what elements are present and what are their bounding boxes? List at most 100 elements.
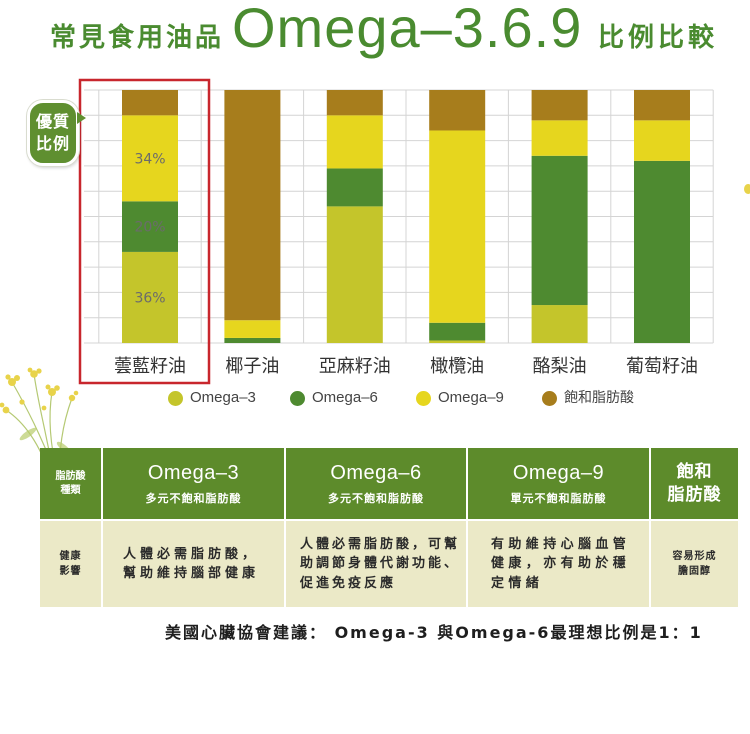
legend-item-omega-6: Omega–6 — [290, 389, 378, 407]
table-header-omega-3: Omega–3 多元不飽和脂肪酸 — [103, 448, 284, 519]
category-label: 橄欖油 — [430, 356, 484, 377]
header-subtitle: 單元不飽和脂肪酸 — [510, 492, 607, 505]
header-label-line: 脂肪酸 — [55, 470, 86, 482]
chart-data-labels: 34% 20% 36% — [134, 151, 165, 306]
legend-swatch-icon — [542, 390, 557, 406]
bar-segment-omega-6 — [531, 155, 588, 306]
legend-item-omega-9: Omega–9 — [416, 389, 504, 407]
bar-segment-omega-3 — [429, 340, 486, 343]
bar-segment-saturated-fat — [224, 90, 281, 321]
table-row-label: 健康 影響 — [40, 521, 101, 607]
header-label-line: 種類 — [60, 484, 81, 496]
header-title: Omega–3 — [147, 462, 240, 484]
bar-segment-saturated-fat — [326, 90, 383, 116]
header-title-line: 飽和 — [676, 461, 713, 482]
bar-segment-omega-9 — [326, 115, 383, 169]
header-subtitle: 多元不飽和脂肪酸 — [145, 492, 242, 505]
legend-swatch-icon — [290, 390, 305, 406]
quality-ratio-badge: 優質 比例 — [27, 100, 86, 166]
bar-segment-omega-9 — [634, 120, 690, 161]
data-label: 20% — [134, 220, 165, 236]
bar-stack — [531, 90, 588, 343]
bar-segment-omega-6 — [429, 322, 486, 341]
bar-segment-saturated-fat — [634, 90, 690, 121]
table-header-row-label: 脂肪酸 種類 — [40, 448, 101, 519]
title-prefix: 常見食用油品 — [50, 23, 225, 53]
chart-highlight — [78, 78, 211, 385]
bar-stack — [326, 90, 383, 343]
category-label: 酪梨油 — [533, 356, 587, 377]
cell-line: 膽固醇 — [678, 566, 711, 577]
row-label-line: 健康 — [59, 551, 82, 562]
table-header-omega-9: Omega–9 單元不飽和脂肪酸 — [468, 448, 649, 519]
bar-stack — [224, 90, 281, 343]
cell-line: 促進免疫反應 — [300, 575, 397, 591]
table-header-saturated-fat: 飽和 脂肪酸 — [651, 448, 738, 519]
bar-segment-omega-6 — [122, 201, 178, 252]
data-label: 34% — [134, 151, 165, 167]
bar-stack — [122, 90, 178, 343]
recommendation-footnote: 美國心臟協會建議： Omega-3 與Omega-6最理想比例是1：1 — [165, 623, 703, 642]
bar-segment-omega-9 — [224, 320, 281, 338]
legend-label: 飽和脂肪酸 — [564, 390, 634, 406]
bar-stack — [634, 90, 690, 343]
legend-label: Omega–9 — [438, 389, 504, 406]
header-subtitle: 多元不飽和脂肪酸 — [328, 492, 424, 505]
stacked-bar-chart: 34% 20% 36% 蕓藍籽油 椰子油 亞麻籽油 橄欖油 酪梨油 葡萄籽油 — [78, 78, 714, 385]
category-label: 蕓藍籽油 — [114, 356, 186, 377]
legend-swatch-icon — [416, 390, 431, 406]
bar-segment-omega-6 — [634, 160, 690, 343]
table-cell-omega-6-effect: 人體必需脂肪酸，可幫 助調節身體代謝功能、 促進免疫反應 — [286, 521, 466, 607]
cell-line: 人體必需脂肪酸，可幫 — [300, 536, 461, 552]
cell-line: 定情緒 — [491, 575, 544, 591]
legend-swatch-icon — [168, 390, 183, 406]
header-title: Omega–6 — [330, 462, 422, 484]
header-title: Omega–9 — [512, 462, 605, 484]
category-label: 葡萄籽油 — [626, 356, 698, 377]
legend-label: Omega–6 — [312, 389, 378, 406]
table-cell-saturated-fat-effect: 容易形成 膽固醇 — [651, 521, 738, 607]
header-title-line: 脂肪酸 — [667, 484, 722, 505]
highlight-box — [78, 78, 211, 385]
table-header-omega-6: Omega–6 多元不飽和脂肪酸 — [286, 448, 466, 519]
badge-line-1: 優質 — [35, 112, 70, 131]
fatty-acid-table: 脂肪酸 種類 Omega–3 多元不飽和脂肪酸 Omega–6 多元不飽和脂肪酸… — [40, 448, 738, 607]
chart-title: 常見食用油品 Omega–3.6.9 比例比較 — [0, 0, 750, 70]
legend-item-saturated-fat: 飽和脂肪酸 — [542, 389, 634, 407]
legend-item-omega-3: Omega–3 — [168, 389, 256, 407]
bar-stack — [429, 90, 486, 343]
title-main: Omega–3.6.9 — [232, 0, 583, 59]
cell-line: 有助維持心腦血管 — [491, 536, 631, 552]
legend-label: Omega–3 — [190, 389, 256, 406]
chart-legend: Omega–3 Omega–6 Omega–9 飽和脂肪酸 — [0, 386, 750, 410]
bar-segment-omega-6 — [224, 337, 281, 343]
bar-segment-omega-3 — [122, 251, 178, 343]
cell-line: 容易形成 — [672, 551, 717, 562]
category-label: 椰子油 — [225, 356, 279, 377]
bar-segment-omega-3 — [326, 206, 383, 343]
bar-segment-saturated-fat — [531, 90, 588, 121]
bar-segment-saturated-fat — [122, 90, 178, 116]
cell-line: 健康，亦有助於穩 — [491, 556, 631, 572]
table-cell-omega-9-effect: 有助維持心腦血管 健康，亦有助於穩 定情緒 — [468, 521, 649, 607]
bar-segment-omega-9 — [429, 130, 486, 323]
bar-segment-omega-6 — [326, 168, 383, 207]
title-suffix: 比例比較 — [598, 23, 719, 53]
row-label-line: 影響 — [59, 566, 82, 577]
table-cell-omega-3-effect: 人體必需脂肪酸， 幫助維持腦部健康 — [103, 521, 284, 607]
chart-category-labels: 蕓藍籽油 椰子油 亞麻籽油 橄欖油 酪梨油 葡萄籽油 — [114, 356, 698, 377]
category-label: 亞麻籽油 — [319, 356, 391, 377]
bar-segment-omega-9 — [531, 120, 588, 156]
bar-segment-saturated-fat — [429, 90, 486, 131]
bar-segment-omega-9 — [122, 115, 178, 202]
badge-line-2: 比例 — [35, 134, 70, 153]
cell-line: 幫助維持腦部健康 — [123, 566, 260, 581]
chart-bars — [122, 90, 690, 343]
decorative-dot-icon — [744, 184, 750, 194]
cell-line: 人體必需脂肪酸， — [123, 546, 260, 562]
bar-segment-omega-3 — [531, 305, 588, 343]
data-label: 36% — [134, 290, 165, 306]
cell-line: 助調節身體代謝功能、 — [300, 556, 461, 572]
chart-grid — [84, 89, 714, 344]
